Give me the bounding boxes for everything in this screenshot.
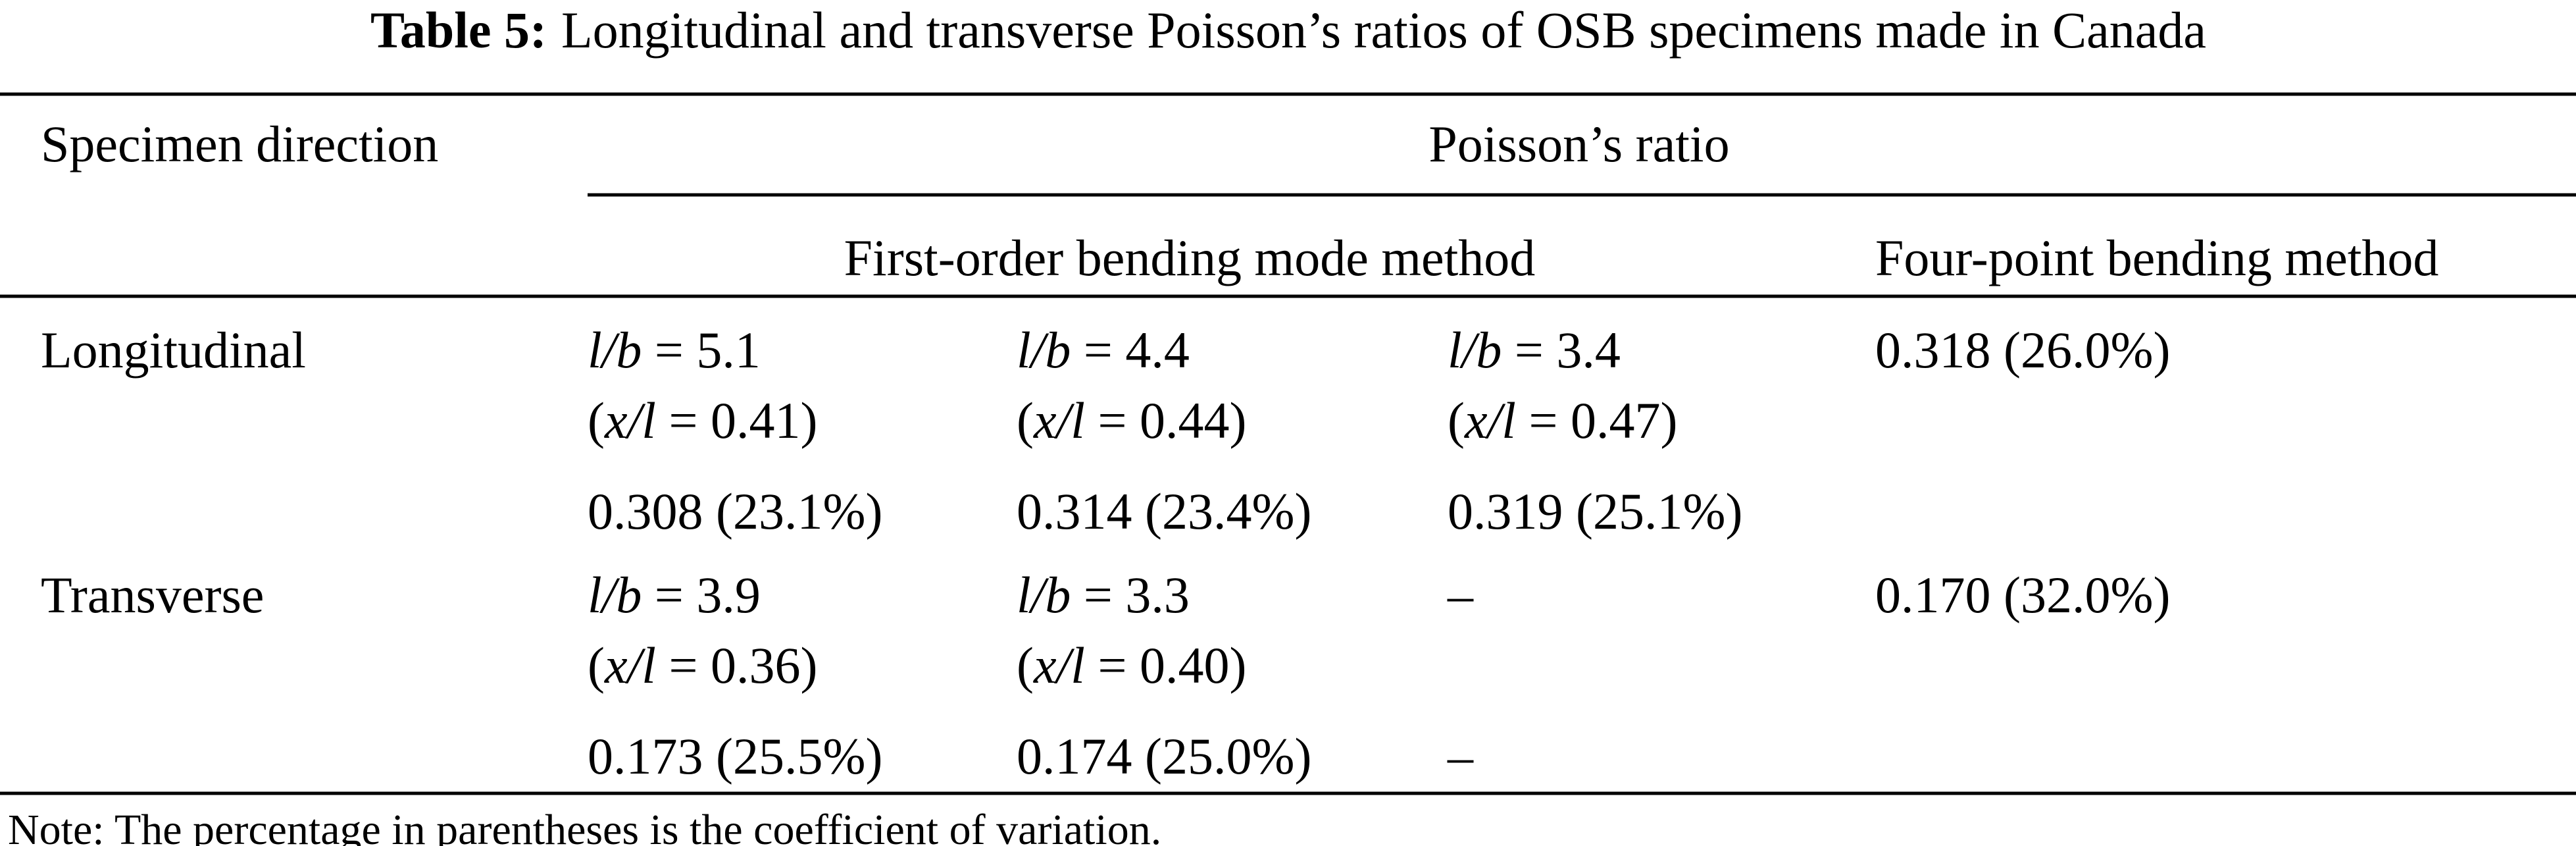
caption-label: Table 5: <box>370 1 547 59</box>
direction-cell: Transverse <box>41 566 264 623</box>
ratio-cell: 0.308 (23.1%) <box>588 483 882 540</box>
cell-text: l/b = 4.4 <box>1017 321 1190 379</box>
text-segment: = 0.41) <box>656 392 817 449</box>
header-cell: First-order bending mode method <box>844 229 1536 286</box>
text-segment: x/l <box>604 392 656 449</box>
cell-text: l/b = 3.9 <box>588 566 761 623</box>
text-segment: x/l <box>604 637 656 694</box>
text-segment: = 0.36) <box>656 637 817 694</box>
text-segment: x/l <box>1033 392 1085 449</box>
caption-text: Longitudinal and transverse Poisson’s ra… <box>561 1 2206 59</box>
cell-text: (x/l = 0.44) <box>1017 392 1246 449</box>
text-segment: x/l <box>1033 637 1085 694</box>
text-segment: l/b <box>1017 566 1071 623</box>
header-cell: Four-point bending method <box>1875 229 2438 286</box>
note: Note: The percentage in parentheses is t… <box>8 806 1161 846</box>
text-segment: = 3.4 <box>1502 321 1621 379</box>
ratio-cell: 0.319 (25.1%) <box>1448 483 1742 540</box>
text-segment: l/b <box>1017 321 1071 379</box>
ratio-cell: 0.170 (32.0%) <box>1875 566 2170 623</box>
text-segment: = 3.3 <box>1071 566 1190 623</box>
cell-text: l/b = 5.1 <box>588 321 761 379</box>
text-segment: = 4.4 <box>1071 321 1190 379</box>
text-segment: – <box>1447 566 1474 623</box>
cell-text: (x/l = 0.40) <box>1017 637 1246 694</box>
text-segment: = 0.47) <box>1516 392 1677 449</box>
caption: Table 5: Longitudinal and transverse Pois… <box>370 1 2206 59</box>
ratio-cell: 0.174 (25.0%) <box>1017 727 1311 785</box>
ratio-cell: 0.173 (25.5%) <box>588 727 882 785</box>
text-segment: l/b <box>588 321 642 379</box>
ratio-cell: – <box>1447 727 1474 785</box>
text-segment: x/l <box>1464 392 1516 449</box>
text-segment: ( <box>588 637 605 694</box>
text-segment: ( <box>1017 392 1034 449</box>
text-segment: = 5.1 <box>642 321 761 379</box>
cell-text: (x/l = 0.36) <box>588 637 817 694</box>
ratio-cell: 0.318 (26.0%) <box>1875 321 2170 379</box>
header-cell: Specimen direction <box>41 115 438 172</box>
cell-text: (x/l = 0.47) <box>1448 392 1677 449</box>
direction-cell: Longitudinal <box>41 321 306 379</box>
text-segment: = 0.40) <box>1085 637 1246 694</box>
text-segment: = 3.9 <box>642 566 761 623</box>
text-segment: = 0.44) <box>1085 392 1246 449</box>
text-segment: ( <box>588 392 605 449</box>
text-segment: ( <box>1448 392 1465 449</box>
cell-text: (x/l = 0.41) <box>588 392 817 449</box>
cell-text: l/b = 3.3 <box>1017 566 1190 623</box>
text-segment: l/b <box>588 566 642 623</box>
text-segment: ( <box>1017 637 1034 694</box>
cell-text: – <box>1447 566 1474 623</box>
header-cell: Poisson’s ratio <box>1428 115 1729 172</box>
cell-text: l/b = 3.4 <box>1448 321 1621 379</box>
ratio-cell: 0.314 (23.4%) <box>1017 483 1311 540</box>
text-segment: l/b <box>1448 321 1502 379</box>
table-body: Longitudinal l/b = 5.1(x/l = 0.41)0.308 (… <box>41 321 2170 785</box>
